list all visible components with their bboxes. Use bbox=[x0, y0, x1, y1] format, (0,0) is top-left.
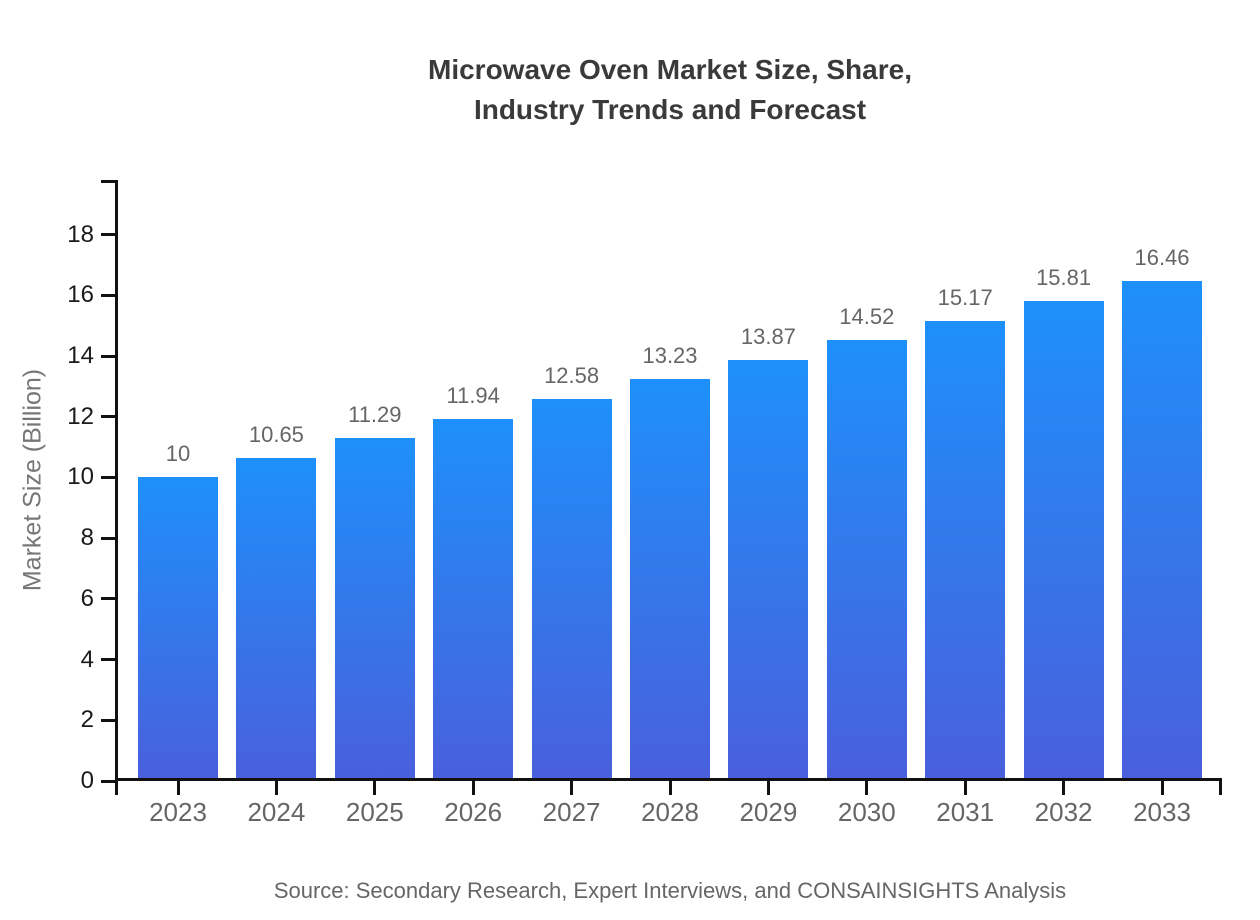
y-tick-mark bbox=[101, 597, 115, 601]
x-tick-label: 2028 bbox=[641, 797, 699, 827]
y-tick-mark bbox=[101, 415, 115, 419]
x-tick-label: 2031 bbox=[936, 797, 995, 827]
x-tick-label: 2032 bbox=[1034, 797, 1093, 827]
bar bbox=[138, 477, 218, 781]
x-tick-label: 2023 bbox=[149, 797, 207, 827]
bar bbox=[236, 457, 317, 781]
x-tick-label: 2033 bbox=[1133, 797, 1191, 827]
y-tick-mark bbox=[101, 233, 115, 237]
x-axis-end-cap bbox=[1219, 781, 1222, 795]
x-tick-mark bbox=[766, 781, 770, 795]
bar-value-label: 11.94 bbox=[446, 382, 500, 408]
y-tick-label: 0 bbox=[80, 767, 94, 794]
y-tick-mark bbox=[101, 718, 115, 722]
bar bbox=[1122, 281, 1202, 781]
x-tick-label: 2026 bbox=[444, 797, 503, 827]
bar-value-label: 16.46 bbox=[1134, 245, 1190, 271]
bar bbox=[531, 399, 612, 781]
x-tick-label: 2029 bbox=[739, 797, 798, 827]
bar-value-label: 11.29 bbox=[348, 402, 402, 428]
bar-value-label: 12.58 bbox=[544, 363, 600, 389]
bar-value-label: 13.87 bbox=[740, 324, 796, 349]
x-tick-mark bbox=[274, 781, 278, 795]
bar bbox=[826, 340, 907, 781]
bar-value-label: 15.17 bbox=[937, 284, 993, 310]
y-tick-label: 12 bbox=[67, 402, 94, 430]
bar-value-label: 10.65 bbox=[248, 421, 304, 447]
x-tick-label: 2030 bbox=[837, 797, 896, 827]
bar bbox=[925, 320, 1006, 781]
bar-value-label: 13.23 bbox=[642, 343, 698, 369]
x-tick-label: 2025 bbox=[345, 797, 404, 827]
x-tick-mark bbox=[865, 781, 869, 795]
y-tick-label: 18 bbox=[67, 220, 94, 248]
y-axis-title: Market Size (Billion) bbox=[18, 368, 47, 592]
bar bbox=[1023, 301, 1104, 781]
x-tick-label: 2027 bbox=[542, 797, 601, 827]
x-tick-label: 2024 bbox=[247, 797, 306, 827]
y-tick-mark bbox=[101, 293, 115, 297]
y-tick-label: 4 bbox=[80, 645, 94, 673]
x-tick-mark bbox=[1160, 781, 1164, 795]
x-tick-mark bbox=[963, 781, 967, 795]
x-tick-mark bbox=[668, 781, 672, 795]
chart-title: Microwave Oven Market Size, Share, Indus… bbox=[428, 54, 912, 125]
y-axis-end-cap bbox=[101, 180, 115, 183]
y-tick-label: 16 bbox=[67, 281, 94, 309]
y-tick-label: 14 bbox=[67, 342, 94, 370]
plot-area: 0 2 4 6 8 10 12 14 16 18 10 2023 10.65 2024 11.29 2025 1… bbox=[67, 180, 1222, 827]
y-tick-mark bbox=[101, 536, 115, 540]
x-tick-mark bbox=[471, 781, 475, 795]
y-tick-label: 6 bbox=[80, 584, 94, 612]
y-tick-mark bbox=[101, 354, 115, 358]
bar-value-label: 14.52 bbox=[839, 304, 895, 330]
y-tick-mark bbox=[101, 779, 115, 783]
x-axis-line bbox=[115, 778, 1222, 781]
y-tick-label: 8 bbox=[80, 524, 94, 552]
x-tick-mark bbox=[1062, 781, 1066, 795]
source-note: Source: Secondary Research, Expert Inter… bbox=[273, 878, 1067, 903]
bar bbox=[433, 418, 514, 781]
bar bbox=[630, 379, 710, 781]
y-tick-mark bbox=[101, 658, 115, 662]
x-tick-mark bbox=[373, 781, 377, 795]
y-tick-label: 10 bbox=[67, 463, 94, 491]
x-tick-mark bbox=[570, 781, 574, 795]
y-tick-mark bbox=[101, 475, 115, 479]
bar bbox=[728, 360, 809, 781]
y-tick-label: 2 bbox=[80, 706, 94, 734]
y-axis-line bbox=[115, 180, 118, 795]
bar-value-label: 15.81 bbox=[1036, 265, 1092, 291]
x-tick-mark bbox=[176, 781, 180, 795]
bar bbox=[334, 438, 415, 781]
bar-value-label: 10 bbox=[165, 441, 191, 467]
